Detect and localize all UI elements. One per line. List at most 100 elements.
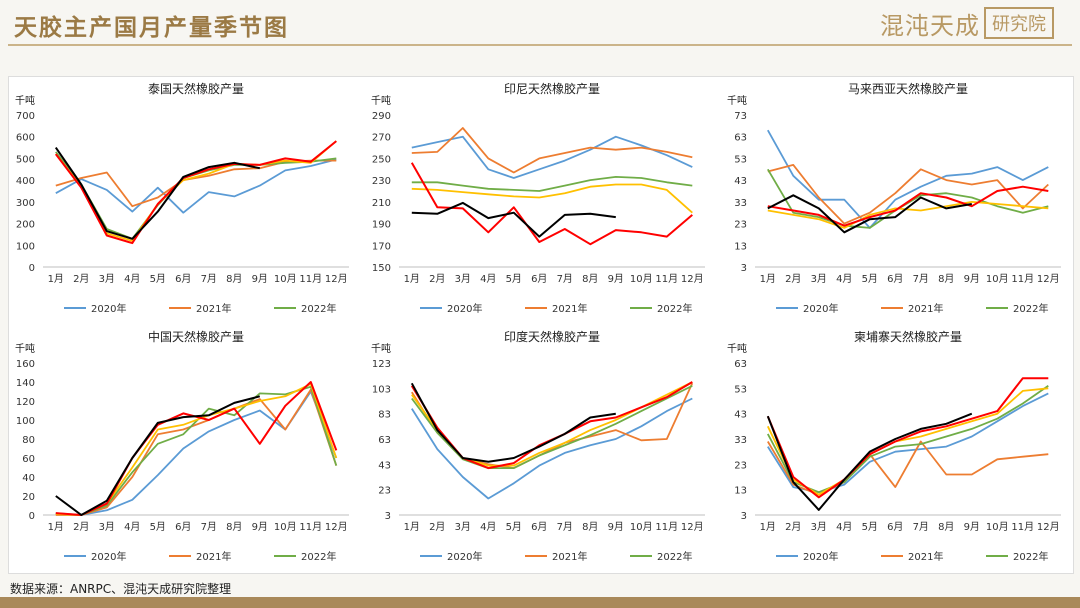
y-tick-label: 700: [16, 111, 35, 122]
legend-label: 2020年: [803, 550, 838, 563]
x-tick-label: 9月: [964, 521, 980, 533]
legend-label: 2022年: [301, 550, 336, 563]
chart-title: 中国天然橡胶产量: [148, 329, 244, 344]
y-tick-label: 33: [734, 198, 747, 209]
series-line-2: [55, 159, 337, 208]
x-tick-label: 11月: [1011, 273, 1034, 285]
x-tick-label: 8月: [938, 521, 954, 533]
x-tick-label: 12月: [325, 521, 348, 533]
x-tick-label: 11月: [299, 521, 322, 533]
x-tick-label: 4月: [124, 521, 140, 533]
x-tick-label: 2月: [73, 521, 89, 533]
series-line-1: [411, 397, 693, 500]
x-tick-label: 5月: [506, 273, 522, 285]
legend-label: 2020年: [447, 550, 482, 563]
series-line-2: [767, 164, 1049, 225]
chart-panel-malaysia: 马来西亚天然橡胶产量 千吨 3 13 23 33 43 53 63 73 1月 2月 3月 4月 5月 6月 7…: [721, 77, 1073, 323]
x-tick-label: 8月: [582, 273, 598, 285]
x-tick-label: 2月: [429, 273, 445, 285]
x-tick-label: 5月: [506, 521, 522, 533]
x-tick-label: 11月: [655, 521, 678, 533]
x-tick-label: 2月: [429, 521, 445, 533]
y-tick-label: 250: [372, 154, 391, 165]
series-line-5: [55, 381, 338, 516]
y-tick-label: 300: [16, 198, 35, 209]
logo-main-text: 混沌天成: [880, 11, 980, 40]
y-tick-label: 600: [16, 133, 35, 144]
legend-label: 2020年: [91, 302, 126, 315]
x-tick-label: 9月: [608, 521, 624, 533]
logo-box-text: 研究院: [984, 7, 1054, 39]
x-tick-label: 9月: [252, 521, 268, 533]
y-tick-label: 63: [734, 133, 747, 144]
y-tick-label: 80: [22, 435, 35, 446]
x-tick-label: 4月: [836, 521, 852, 533]
brand-logo: 混沌天成 研究院: [880, 6, 1054, 40]
y-tick-label: 290: [372, 111, 391, 122]
x-tick-label: 12月: [1037, 273, 1060, 285]
y-tick-label: 0: [29, 511, 35, 522]
y-tick-label: 170: [372, 241, 391, 252]
x-tick-label: 11月: [299, 273, 322, 285]
y-tick-label: 20: [22, 492, 35, 503]
chart-grid: 泰国天然橡胶产量 千吨 0 100 200 300 400 500 600 700 1月 2月 3月 4月…: [8, 76, 1074, 574]
y-tick-label: 60: [22, 454, 35, 465]
series-line-3: [411, 384, 693, 469]
y-tick-label: 400: [16, 176, 35, 187]
series-line-3: [411, 176, 693, 192]
x-tick-label: 4月: [480, 521, 496, 533]
y-tick-label: 120: [16, 397, 35, 408]
y-tick-label: 53: [734, 154, 747, 165]
x-tick-label: 10月: [986, 521, 1009, 533]
x-tick-label: 7月: [557, 521, 573, 533]
y-tick-label: 210: [372, 198, 391, 209]
series-line-6: [54, 147, 261, 240]
y-tick-label: 123: [372, 359, 391, 370]
legend-label: 2021年: [552, 302, 587, 315]
series-line-5: [766, 377, 1049, 499]
x-tick-label: 3月: [455, 273, 471, 285]
x-tick-label: 1月: [48, 273, 64, 285]
x-tick-label: 3月: [99, 273, 115, 285]
series-line-4: [411, 183, 693, 214]
x-tick-label: 5月: [862, 273, 878, 285]
x-tick-label: 6月: [887, 521, 903, 533]
y-tick-label: 40: [22, 473, 35, 484]
chart-panel-thailand: 泰国天然橡胶产量 千吨 0 100 200 300 400 500 600 700 1月 2月 3月 4月…: [9, 77, 361, 323]
y-tick-label: 270: [372, 133, 391, 144]
x-tick-label: 3月: [811, 521, 827, 533]
chart-title: 印度天然橡胶产量: [504, 329, 600, 344]
x-tick-label: 9月: [608, 273, 624, 285]
x-tick-label: 9月: [252, 273, 268, 285]
title-divider: [8, 44, 1072, 46]
x-tick-label: 8月: [226, 273, 242, 285]
x-tick-label: 10月: [986, 273, 1009, 285]
y-tick-label: 200: [16, 220, 35, 231]
series-line-4: [766, 387, 1049, 496]
y-tick-label: 3: [385, 511, 391, 522]
x-tick-label: 6月: [175, 521, 191, 533]
series-line-6: [767, 194, 972, 234]
legend-label: 2020年: [803, 302, 838, 315]
y-axis-unit: 千吨: [15, 342, 35, 355]
series-line-1: [767, 392, 1049, 494]
y-tick-label: 23: [734, 460, 747, 471]
y-tick-label: 13: [734, 486, 747, 497]
series-line-4: [55, 383, 338, 516]
x-tick-label: 4月: [836, 273, 852, 285]
x-tick-label: 7月: [201, 521, 217, 533]
chart-title: 泰国天然橡胶产量: [148, 81, 244, 96]
y-tick-label: 500: [16, 154, 35, 165]
y-tick-label: 0: [29, 263, 35, 274]
y-tick-label: 3: [741, 263, 747, 274]
x-tick-label: 9月: [964, 273, 980, 285]
x-tick-label: 11月: [1011, 521, 1034, 533]
y-tick-label: 43: [734, 176, 747, 187]
x-tick-label: 4月: [124, 273, 140, 285]
x-tick-label: 3月: [811, 273, 827, 285]
series-line-4: [767, 201, 1049, 229]
footer-bar: [0, 597, 1080, 608]
legend-label: 2022年: [657, 550, 692, 563]
